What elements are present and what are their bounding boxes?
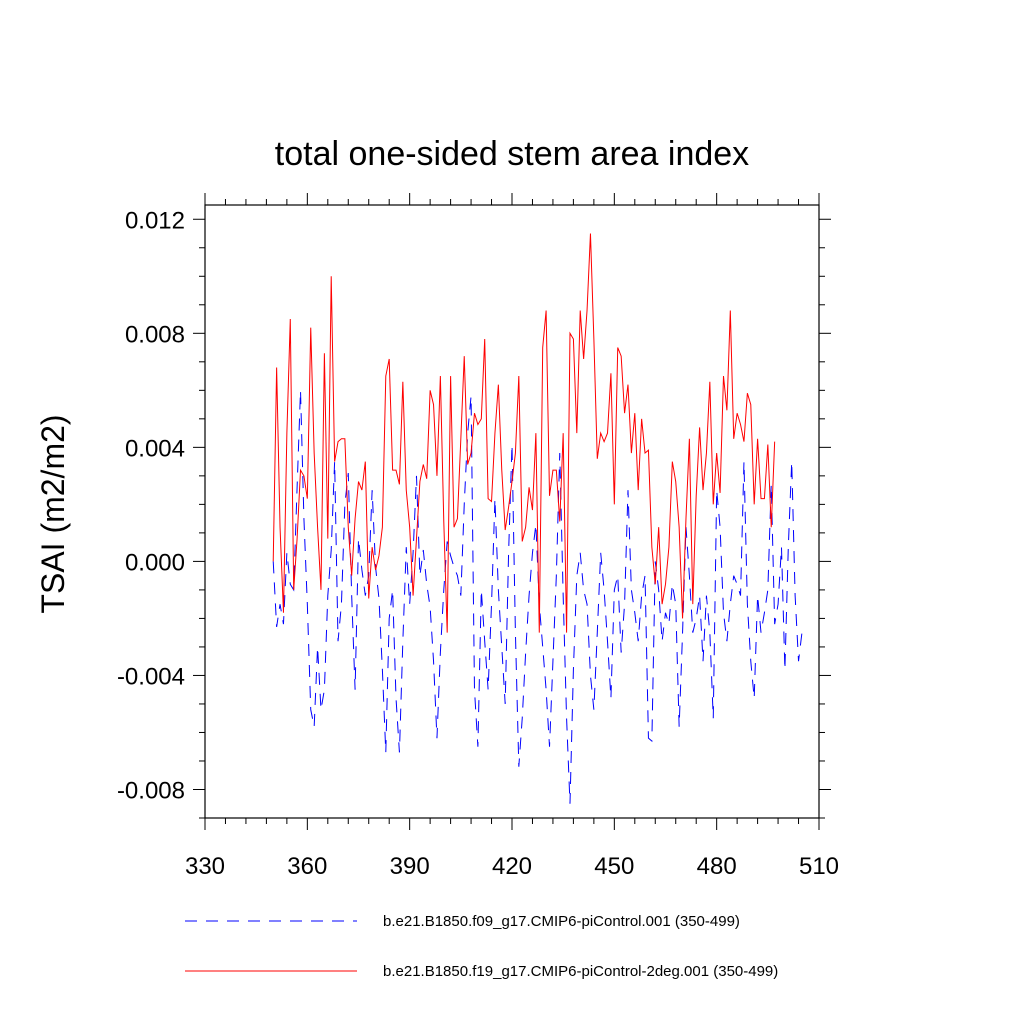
- x-tick-label: 450: [594, 853, 634, 880]
- y-axis-label: TSAI (m2/m2): [35, 414, 71, 613]
- y-tick-label: 0.008: [125, 321, 185, 348]
- y-tick-label: -0.004: [117, 663, 185, 690]
- x-tick-label: 510: [799, 853, 839, 880]
- chart-title: total one-sided stem area index: [275, 135, 749, 173]
- legend-label-2: b.e21.B1850.f19_g17.CMIP6-piControl-2deg…: [383, 963, 778, 980]
- x-tick-label: 480: [697, 853, 737, 880]
- y-tick-label: 0.004: [125, 435, 185, 462]
- legend: b.e21.B1850.f09_g17.CMIP6-piControl.001 …: [185, 913, 778, 980]
- ticks-layer: 330 360 390 420 450 480 510 -0.008 -0.004 0.000 0.…: [117, 193, 839, 880]
- x-tick-label: 390: [390, 853, 430, 880]
- series-layer: [272, 233, 803, 804]
- y-tick-label: 0.000: [125, 549, 185, 576]
- series-line-2: [272, 233, 776, 633]
- x-tick-label: 420: [492, 853, 532, 880]
- x-tick-label: 330: [185, 853, 225, 880]
- legend-label-1: b.e21.B1850.f09_g17.CMIP6-piControl.001 …: [383, 913, 740, 930]
- x-tick-label: 360: [287, 853, 327, 880]
- y-tick-label: 0.012: [125, 207, 185, 234]
- y-tick-label: -0.008: [117, 777, 185, 804]
